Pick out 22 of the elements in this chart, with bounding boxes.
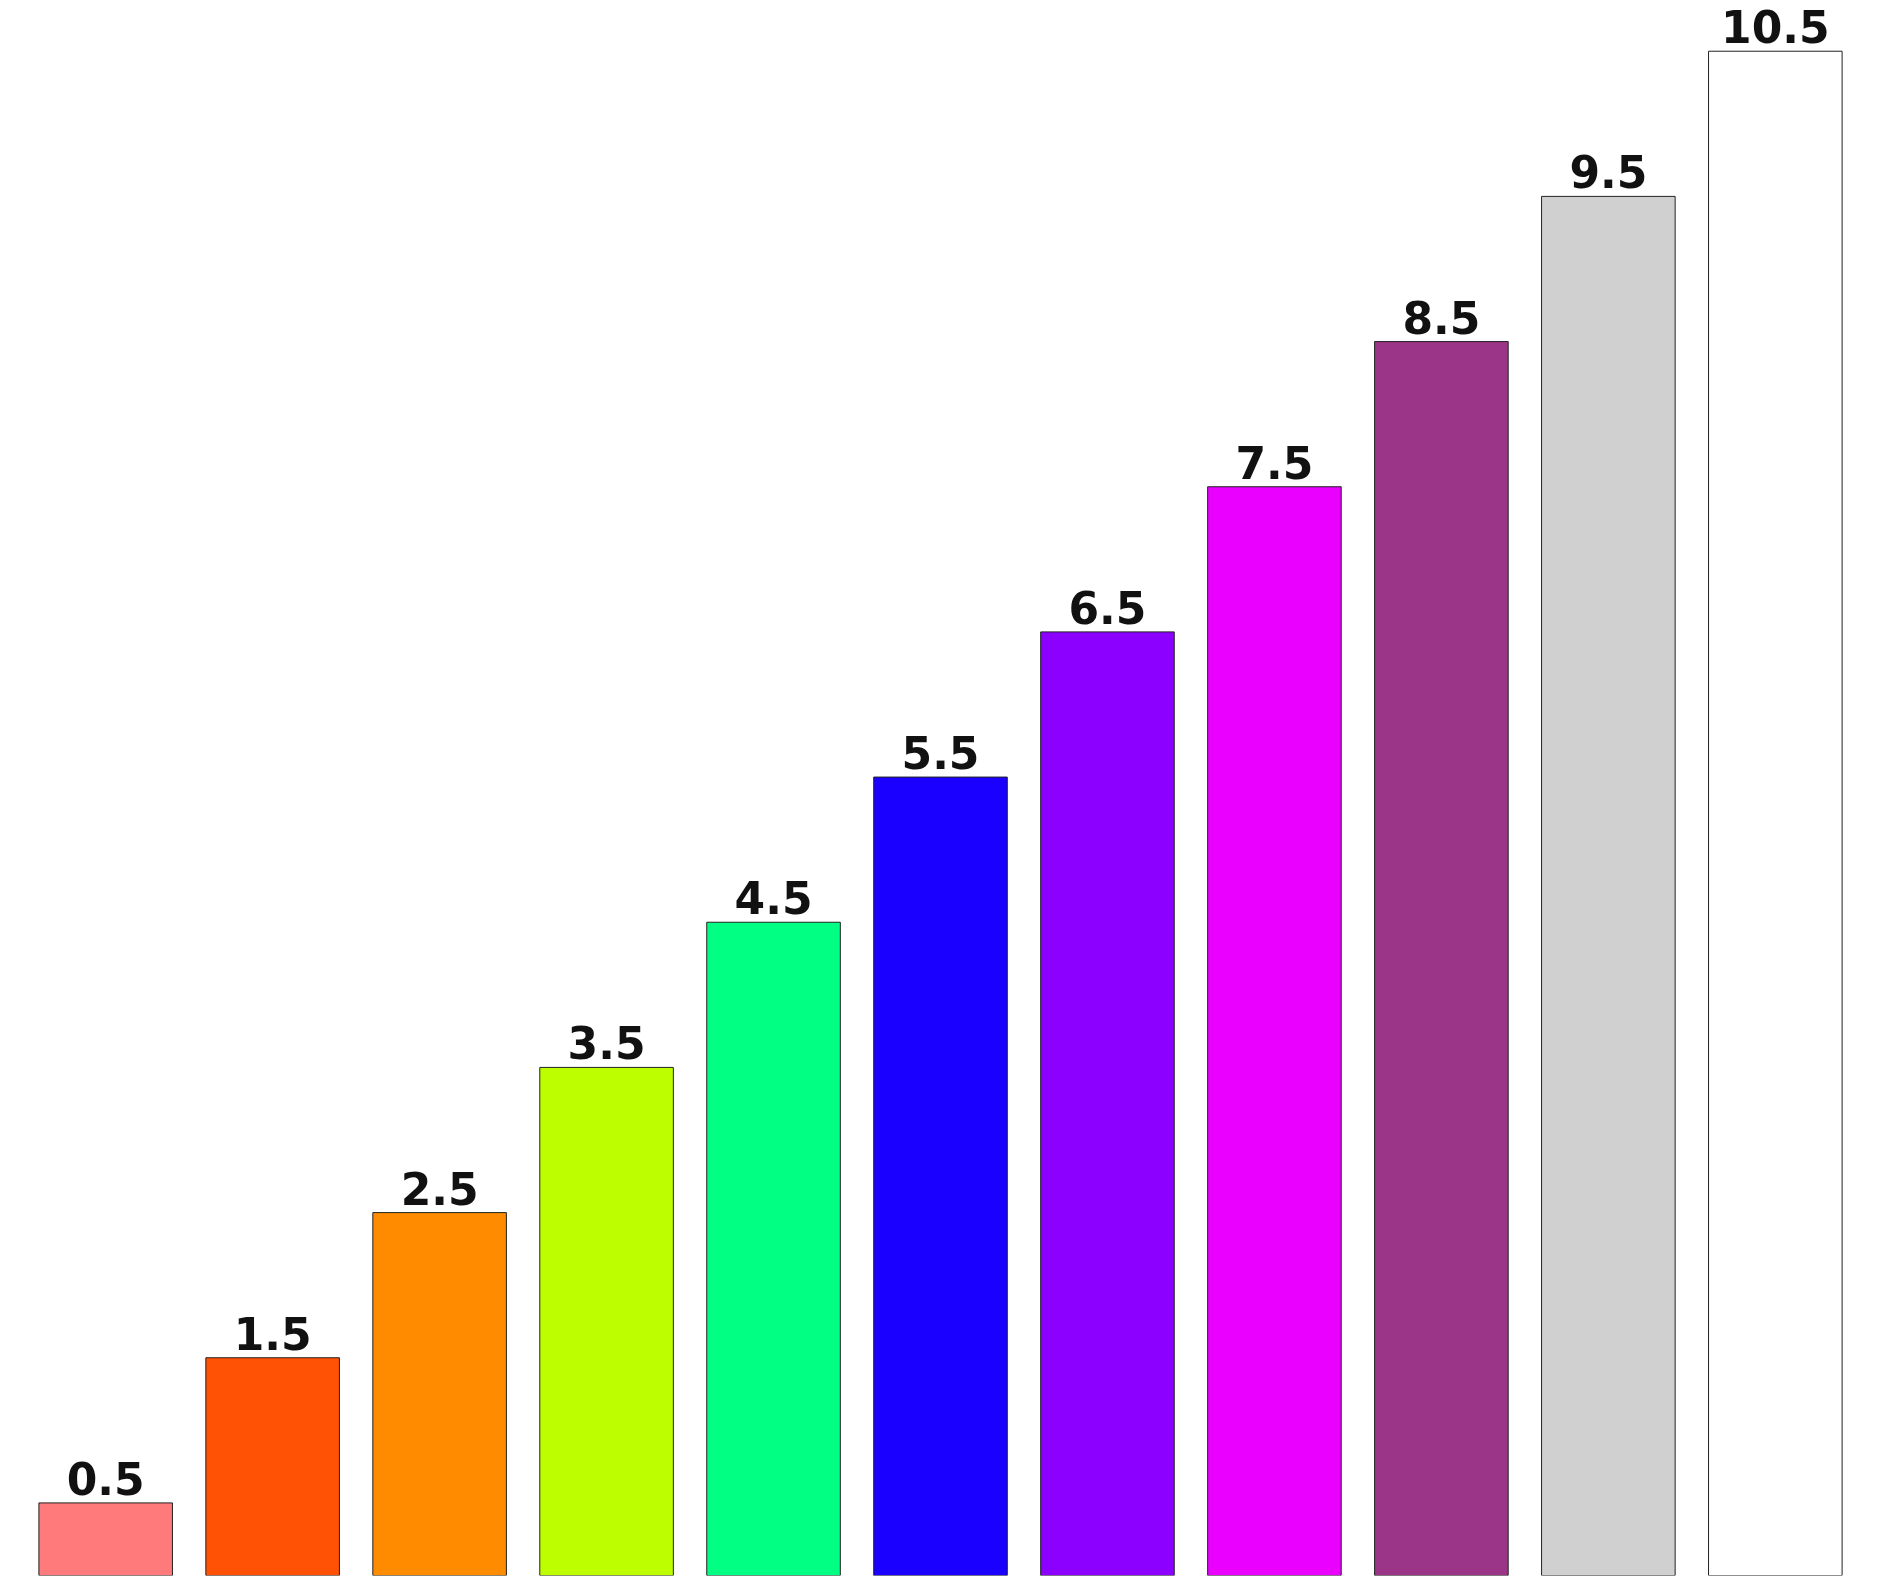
data-label: 4.5 [734, 873, 813, 925]
bar [1541, 195, 1676, 1576]
bar [372, 1212, 507, 1576]
data-label: 2.5 [400, 1163, 479, 1215]
data-label: 10.5 [1721, 2, 1830, 54]
data-label: 9.5 [1569, 147, 1648, 199]
bar [873, 776, 1008, 1576]
bar [706, 921, 841, 1576]
data-label: 3.5 [567, 1018, 646, 1070]
bar [1207, 486, 1342, 1576]
bar [1040, 631, 1175, 1576]
bar [38, 1502, 173, 1576]
data-label: 7.5 [1235, 437, 1314, 489]
data-label: 1.5 [233, 1308, 312, 1360]
data-label: 0.5 [66, 1453, 145, 1505]
bar [1708, 50, 1843, 1576]
bar [539, 1066, 674, 1576]
data-label: 8.5 [1402, 292, 1481, 344]
bar [205, 1357, 340, 1576]
bar [1374, 341, 1509, 1576]
data-label: 5.5 [901, 728, 980, 780]
data-label: 6.5 [1068, 582, 1147, 634]
